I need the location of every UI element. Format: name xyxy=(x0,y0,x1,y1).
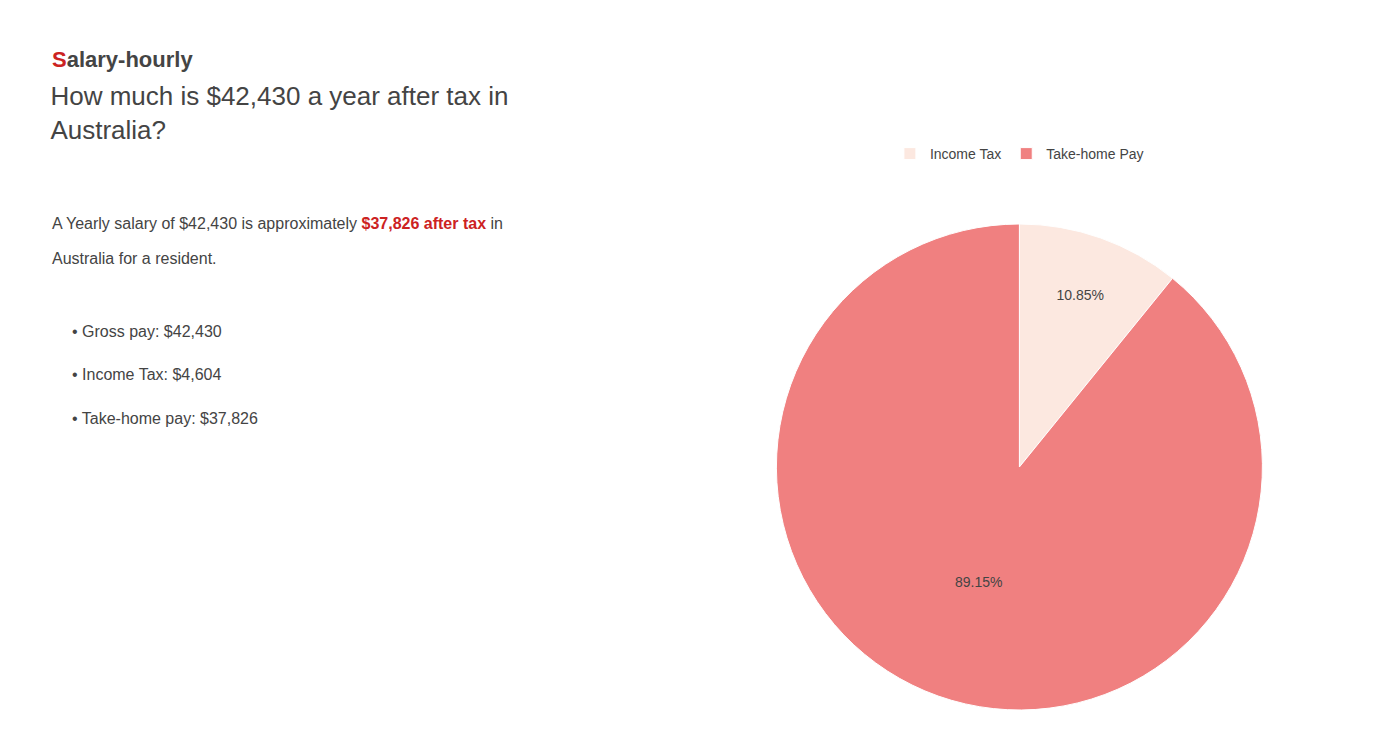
svg-text:Salary-hourly: Salary-hourly xyxy=(52,47,193,72)
svg-text:How much is $42,430 a year aft: How much is $42,430 a year after tax inA… xyxy=(50,81,508,145)
svg-text:89.15%: 89.15% xyxy=(955,574,1002,590)
svg-text:A Yearly salary of $42,430 is: A Yearly salary of $42,430 is approximat… xyxy=(52,215,503,232)
svg-text:Australia for a resident.: Australia for a resident. xyxy=(52,250,217,267)
svg-text:• Take-home pay: $37,826: • Take-home pay: $37,826 xyxy=(72,410,258,427)
svg-text:• Income Tax: $4,604: • Income Tax: $4,604 xyxy=(72,366,222,383)
svg-text:• Gross pay: $42,430: • Gross pay: $42,430 xyxy=(72,323,222,340)
svg-text:Take-home Pay: Take-home Pay xyxy=(1046,146,1143,162)
svg-text:Income Tax: Income Tax xyxy=(930,146,1001,162)
svg-text:10.85%: 10.85% xyxy=(1057,287,1104,303)
